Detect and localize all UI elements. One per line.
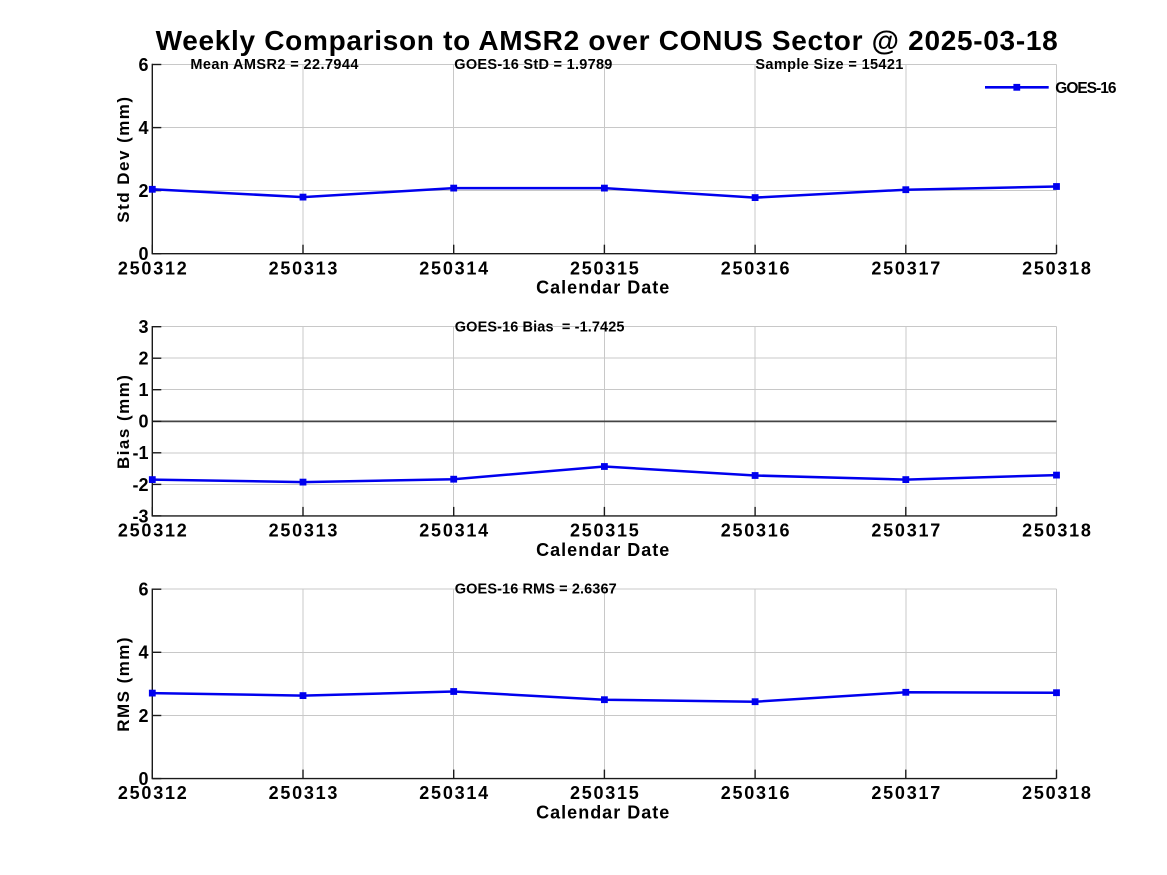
svg-text:-3: -3 <box>132 506 148 526</box>
svg-text:250317: 250317 <box>871 783 942 803</box>
svg-text:Calendar Date: Calendar Date <box>536 803 670 823</box>
svg-text:250317: 250317 <box>871 521 942 541</box>
svg-text:RMS (mm): RMS (mm) <box>114 636 133 732</box>
svg-text:Sample Size = 15421: Sample Size = 15421 <box>755 57 903 73</box>
svg-text:250315: 250315 <box>570 783 641 803</box>
svg-text:250313: 250313 <box>269 258 340 278</box>
svg-text:250318: 250318 <box>1022 258 1093 278</box>
svg-text:0: 0 <box>138 769 148 789</box>
svg-text:Std Dev (mm): Std Dev (mm) <box>114 95 133 222</box>
svg-text:Calendar Date: Calendar Date <box>536 278 670 298</box>
svg-text:250316: 250316 <box>721 521 792 541</box>
svg-text:250316: 250316 <box>721 783 792 803</box>
svg-text:GOES-16 RMS = 2.6367: GOES-16 RMS = 2.6367 <box>455 582 617 598</box>
svg-text:-1: -1 <box>132 443 148 463</box>
svg-text:250317: 250317 <box>871 258 942 278</box>
svg-text:0: 0 <box>138 412 148 432</box>
svg-text:2: 2 <box>138 349 148 369</box>
svg-text:Calendar Date: Calendar Date <box>536 540 670 560</box>
svg-text:Bias (mm): Bias (mm) <box>114 374 133 469</box>
svg-text:6: 6 <box>138 55 148 75</box>
svg-text:250313: 250313 <box>269 521 340 541</box>
svg-text:6: 6 <box>138 580 148 600</box>
svg-text:GOES-16: GOES-16 <box>1055 80 1117 97</box>
svg-text:2: 2 <box>138 706 148 726</box>
svg-text:2: 2 <box>138 181 148 201</box>
svg-text:250315: 250315 <box>570 521 641 541</box>
svg-text:4: 4 <box>138 118 148 138</box>
svg-text:1: 1 <box>138 380 148 400</box>
svg-text:250312: 250312 <box>118 258 189 278</box>
svg-text:250314: 250314 <box>419 258 490 278</box>
svg-text:3: 3 <box>138 317 148 337</box>
svg-text:Mean AMSR2 = 22.7944: Mean AMSR2 = 22.7944 <box>190 57 358 73</box>
svg-text:4: 4 <box>138 643 148 663</box>
svg-text:GOES-16 StD = 1.9789: GOES-16 StD = 1.9789 <box>454 57 612 73</box>
svg-text:GOES-16 Bias = -1.7425: GOES-16 Bias = -1.7425 <box>455 319 625 335</box>
svg-text:0: 0 <box>138 244 148 264</box>
svg-text:250316: 250316 <box>721 258 792 278</box>
svg-text:-2: -2 <box>132 475 148 495</box>
svg-text:250314: 250314 <box>419 521 490 541</box>
svg-text:250312: 250312 <box>118 783 189 803</box>
svg-text:250318: 250318 <box>1022 783 1093 803</box>
svg-text:250313: 250313 <box>269 783 340 803</box>
svg-text:Weekly Comparison to AMSR2 ove: Weekly Comparison to AMSR2 over CONUS Se… <box>156 25 1059 56</box>
svg-text:250318: 250318 <box>1022 521 1093 541</box>
svg-text:250314: 250314 <box>419 783 490 803</box>
svg-text:250315: 250315 <box>570 258 641 278</box>
svg-text:250312: 250312 <box>118 521 189 541</box>
